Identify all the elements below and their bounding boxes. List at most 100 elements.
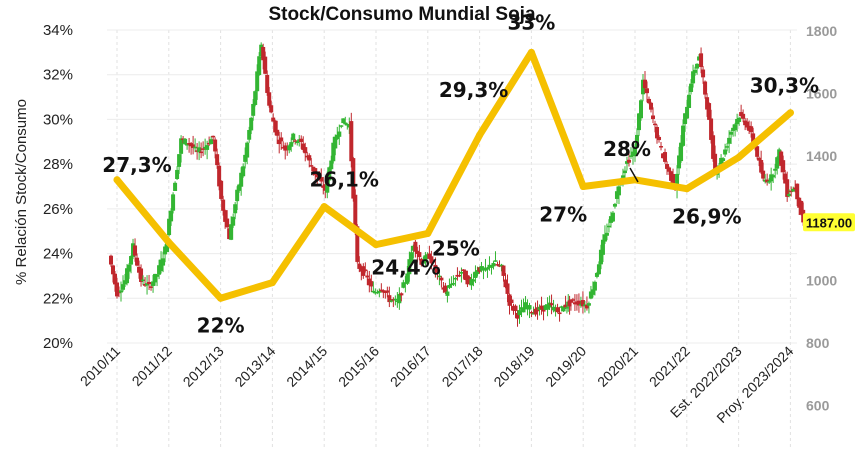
candle-body xyxy=(761,170,766,179)
candle-body xyxy=(501,265,506,276)
candle-body xyxy=(707,103,712,120)
candle-body xyxy=(705,97,710,110)
candle-body xyxy=(783,173,788,184)
candle-body xyxy=(159,259,164,272)
candle-body xyxy=(305,155,310,158)
candle-body xyxy=(703,81,708,95)
candle-body xyxy=(624,161,629,164)
candle-body xyxy=(747,125,752,131)
candle-body xyxy=(263,56,268,74)
label-pointer xyxy=(629,167,639,183)
candle-body xyxy=(271,117,276,122)
candle-body xyxy=(503,279,508,288)
data-label: 26,1% xyxy=(310,168,379,192)
candle-body xyxy=(511,305,516,311)
candle-body xyxy=(207,142,212,145)
candle-body xyxy=(127,264,132,272)
candle-body xyxy=(779,151,784,166)
candle-body xyxy=(227,228,232,240)
candle-body xyxy=(253,91,258,106)
candle-body xyxy=(283,145,288,151)
candle-body xyxy=(149,286,154,288)
candle-body xyxy=(602,234,607,242)
candle-body xyxy=(151,281,156,286)
candle-body xyxy=(195,150,200,152)
candle-body xyxy=(173,182,178,191)
last-price-tag: 1187.00 xyxy=(803,213,855,232)
candle-body xyxy=(616,186,621,196)
candle-body xyxy=(620,175,625,178)
candle-body xyxy=(311,166,316,172)
x-tick-label: 2013/14 xyxy=(231,343,278,390)
candle-body xyxy=(231,216,236,226)
candle-body xyxy=(397,294,402,304)
candle-body xyxy=(592,281,597,291)
y-axis-left: 20% 22% 24% 26% 28% 30% 32% 34% xyxy=(43,22,73,352)
candle-body xyxy=(559,306,564,308)
candle-body xyxy=(467,277,472,282)
candle-body xyxy=(608,216,613,223)
candle-body xyxy=(493,260,498,262)
candle-body xyxy=(189,143,194,147)
candle-body xyxy=(567,300,572,307)
candle-body xyxy=(201,148,206,150)
candle-body xyxy=(355,226,360,262)
data-label: 29,3% xyxy=(439,78,508,102)
candle-body xyxy=(285,148,290,151)
candle-body xyxy=(197,147,202,153)
candle-body xyxy=(535,307,540,312)
candle-body xyxy=(453,277,458,280)
candle-body xyxy=(333,136,338,149)
candle-body xyxy=(185,144,190,146)
candle-body xyxy=(553,309,558,312)
x-tick-label: 2015/16 xyxy=(335,343,382,390)
series-point xyxy=(579,183,587,190)
grid xyxy=(107,29,797,449)
candle-body xyxy=(179,138,184,154)
candle-body xyxy=(421,262,426,264)
x-tick-label: 2016/17 xyxy=(387,343,434,390)
candle-body xyxy=(515,312,520,319)
candle-body xyxy=(455,274,460,277)
candle-body xyxy=(545,304,550,310)
candle-body xyxy=(297,139,302,142)
candle-body xyxy=(463,270,468,280)
candle-body xyxy=(763,179,768,182)
candle-body xyxy=(403,282,408,284)
series-point xyxy=(476,131,484,139)
y-tick-label-right: 1000 xyxy=(806,273,837,289)
x-tick-label: 2017/18 xyxy=(439,343,486,390)
candle-body xyxy=(317,178,322,180)
candle-body xyxy=(337,131,342,137)
candle-body xyxy=(693,69,698,73)
candle-body xyxy=(641,79,645,95)
candle-body xyxy=(568,299,573,303)
candle-body xyxy=(523,302,528,309)
candle-body xyxy=(767,181,772,183)
candle-body xyxy=(445,291,450,296)
candle-body xyxy=(777,149,782,159)
candle-body xyxy=(657,136,662,141)
candle-body xyxy=(596,264,601,275)
candle-body xyxy=(309,165,314,167)
candle-body xyxy=(578,304,583,306)
candle-body xyxy=(574,301,579,305)
candle-body xyxy=(795,183,800,200)
candle-body xyxy=(572,302,577,305)
candle-body xyxy=(606,225,611,228)
price-candles xyxy=(109,42,806,327)
candle-body xyxy=(773,168,778,171)
candle-body xyxy=(123,280,128,285)
candle-body xyxy=(473,271,478,278)
candle-body xyxy=(757,157,762,161)
candle-body xyxy=(787,193,792,197)
candle-body xyxy=(741,113,746,119)
candle-body xyxy=(245,142,250,158)
candle-body xyxy=(461,269,466,271)
data-label: 27,3% xyxy=(102,153,171,177)
series-lines xyxy=(113,48,794,302)
candle-body xyxy=(145,283,150,286)
candle-body xyxy=(721,158,726,162)
y-tick-label-left: 20% xyxy=(43,335,73,352)
